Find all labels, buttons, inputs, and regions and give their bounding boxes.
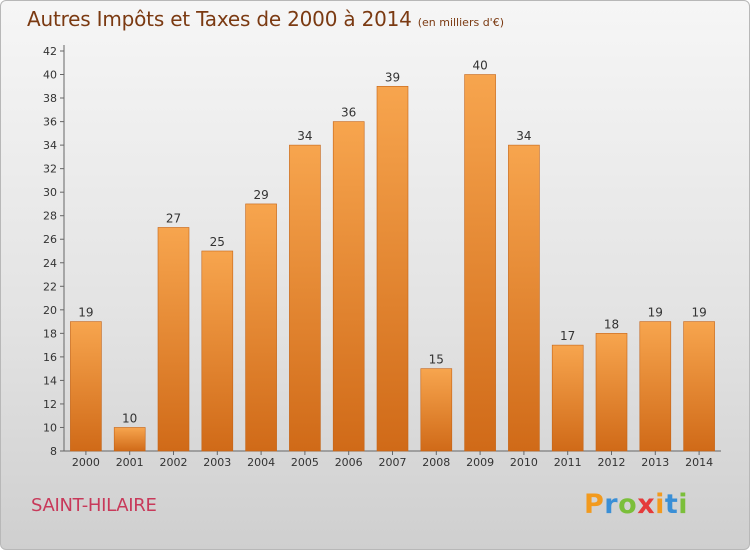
y-tick-label: 32 (43, 163, 57, 176)
bar (201, 250, 234, 452)
bar-value-label: 10 (122, 411, 137, 425)
x-tick-label: 2003 (203, 456, 231, 469)
bar (595, 333, 628, 452)
y-tick-label: 24 (43, 257, 57, 270)
y-tick-label: 34 (43, 139, 57, 152)
chart-title: Autres Impôts et Taxes de 2000 à 2014 (27, 7, 412, 31)
bar (157, 227, 190, 452)
x-tick-label: 2013 (641, 456, 669, 469)
logo-letter: P (584, 489, 605, 520)
y-tick-label: 18 (43, 327, 57, 340)
y-tick-label: 14 (43, 374, 57, 387)
x-tick-label: 2002 (160, 456, 188, 469)
y-tick-label: 36 (43, 116, 57, 129)
y-tick-label: 38 (43, 92, 57, 105)
x-tick-label: 2006 (335, 456, 363, 469)
bar (332, 121, 365, 452)
bar (464, 74, 496, 452)
bar (113, 427, 146, 452)
bar (683, 321, 715, 452)
y-tick-label: 16 (43, 351, 57, 364)
chart-unit: (en milliers d'€) (417, 16, 504, 29)
x-tick-label: 2008 (422, 456, 450, 469)
y-tick-label: 12 (43, 398, 57, 411)
y-tick-label: 42 (43, 45, 57, 58)
bar-value-label: 17 (560, 329, 575, 343)
logo-letter: i (678, 489, 689, 520)
bar-value-label: 36 (341, 106, 356, 120)
proxiti-logo: Proxiti (584, 489, 688, 520)
x-tick-label: 2007 (379, 456, 407, 469)
bar-value-label: 19 (691, 306, 706, 320)
bar (245, 203, 277, 452)
y-tick-label: 10 (43, 421, 57, 434)
logo-letter: t (664, 489, 679, 520)
bar-value-label: 19 (78, 306, 93, 320)
y-tick-label: 8 (50, 445, 57, 458)
x-tick-label: 2012 (598, 456, 626, 469)
bar-value-label: 27 (166, 211, 181, 225)
bar-value-label: 34 (516, 129, 531, 143)
bar-value-label: 29 (253, 188, 268, 202)
chart-title-block: Autres Impôts et Taxes de 2000 à 2014 (en… (27, 7, 504, 31)
bar-value-label: 34 (297, 129, 312, 143)
logo-letter: x (637, 489, 656, 520)
bar (70, 321, 102, 452)
logo-letter: o (618, 489, 638, 520)
bar-value-label: 15 (429, 353, 444, 367)
bar (639, 321, 672, 452)
x-tick-label: 2014 (685, 456, 713, 469)
y-tick-label: 28 (43, 210, 57, 223)
commune-name: SAINT-HILAIRE (31, 495, 157, 516)
bar-value-label: 19 (648, 306, 663, 320)
y-tick-label: 40 (43, 69, 57, 82)
x-tick-label: 2010 (510, 456, 538, 469)
x-tick-label: 2011 (554, 456, 582, 469)
x-tick-label: 2004 (247, 456, 275, 469)
x-tick-label: 2005 (291, 456, 319, 469)
bar-value-label: 40 (472, 59, 487, 73)
bar-value-label: 18 (604, 317, 619, 331)
bar-value-label: 39 (385, 70, 400, 84)
x-tick-label: 2001 (116, 456, 144, 469)
y-tick-label: 30 (43, 186, 57, 199)
logo-letter: i (655, 489, 665, 520)
bar-value-label: 25 (210, 235, 225, 249)
x-tick-label: 2009 (466, 456, 494, 469)
y-tick-label: 22 (43, 280, 57, 293)
logo-letter: r (604, 489, 619, 520)
bar (420, 368, 453, 452)
y-tick-label: 20 (43, 304, 57, 317)
y-tick-label: 26 (43, 233, 57, 246)
bar (376, 85, 409, 452)
bar (508, 144, 540, 452)
bar (551, 344, 584, 452)
bar (289, 144, 321, 452)
x-tick-label: 2000 (72, 456, 100, 469)
